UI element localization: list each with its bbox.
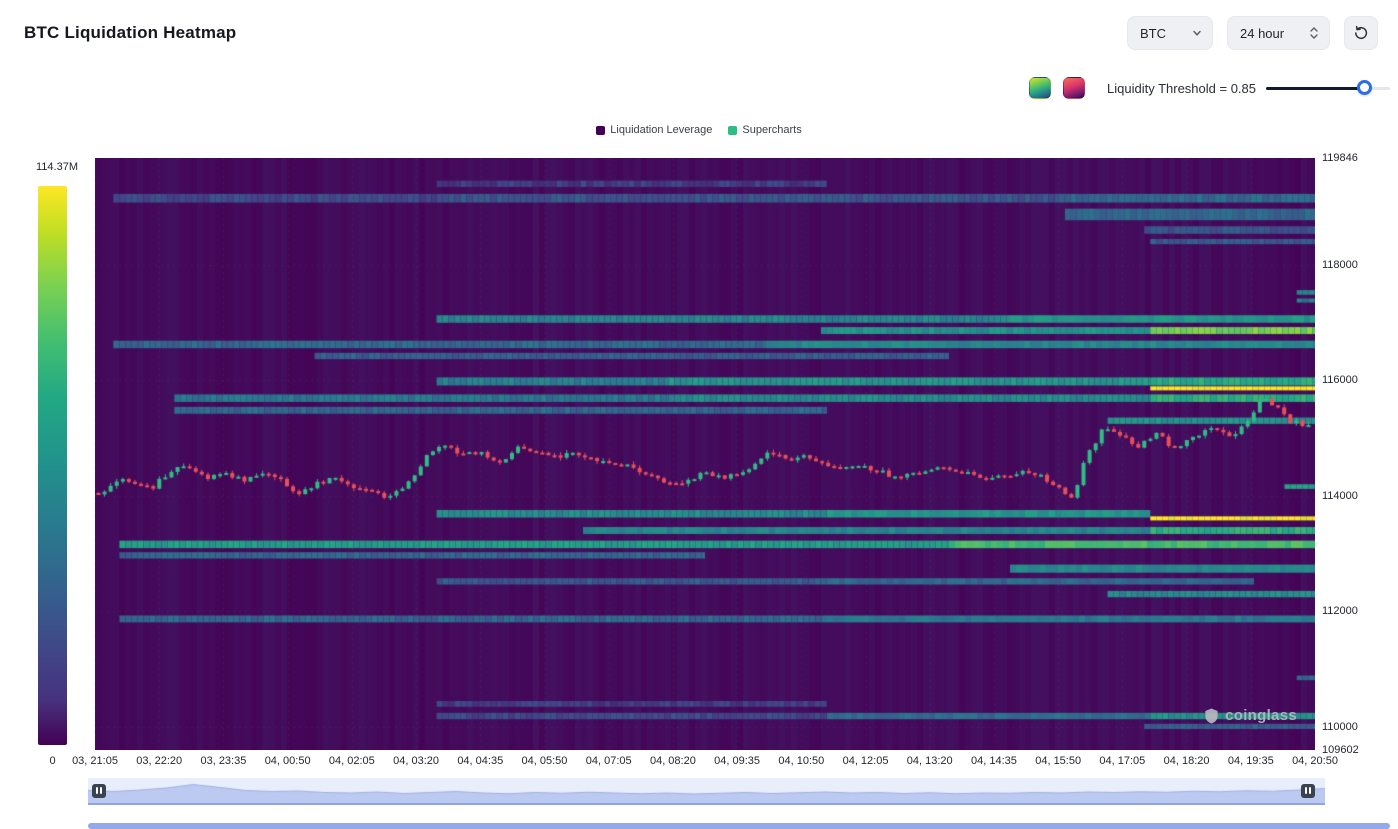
brush-handle-left[interactable] [92,783,106,798]
x-axis-label: 04, 19:35 [1227,755,1274,767]
header-controls: BTC 24 hour [1127,16,1378,50]
header: BTC Liquidation Heatmap BTC 24 hour [24,16,1378,50]
threshold-slider-thumb[interactable] [1357,80,1373,95]
legend-swatch-icon [728,125,738,135]
colorbar-min-label: 0 [49,755,56,767]
heatmap-plot: coinglass [95,158,1315,750]
legend-label: Liquidation Leverage [610,124,713,136]
heatmap-colormap-swatch-red[interactable] [1063,77,1085,99]
watermark: coinglass [1204,707,1297,724]
x-axis-label: 03, 22:20 [136,755,183,767]
watermark-text: coinglass [1225,707,1297,724]
threshold-label: Liquidity Threshold = 0.85 [1107,80,1256,96]
threshold-slider[interactable] [1266,79,1390,97]
range-navigator[interactable] [88,778,1325,805]
x-axis-label: 04, 00:50 [264,755,311,767]
x-axis-label: 04, 04:35 [457,755,504,767]
y-axis-label: 116000 [1322,374,1358,387]
threshold-row: Liquidity Threshold = 0.85 [1029,77,1390,99]
range-navigator-canvas[interactable] [88,778,1325,803]
colorbar-max-label: 114.37M [36,161,78,173]
x-axis-label: 04, 12:05 [842,755,889,767]
colorbar [38,186,67,745]
x-axis-label: 04, 10:50 [778,755,825,767]
x-axis-label: 04, 05:50 [521,755,568,767]
legend-item[interactable]: Liquidation Leverage [596,124,712,136]
legend-label: Supercharts [742,124,802,136]
horizontal-scrollbar[interactable] [88,823,1390,829]
chart-area: 114.37M 0 coinglass 119846 118000 116000 11… [0,152,1398,767]
x-axis-label: 04, 07:05 [585,755,632,767]
chevron-up-down-icon [1310,27,1318,39]
legend-item[interactable]: Supercharts [728,124,802,136]
time-axis: 03, 21:05 03, 22:20 03, 23:35 04, 00:50 04, … [72,755,1338,770]
coinglass-logo-icon [1205,708,1218,723]
liquidation-heatmap-canvas[interactable] [95,158,1315,750]
threshold-slider-fill [1266,87,1366,90]
x-axis-label: 04, 13:20 [906,755,953,767]
refresh-icon [1355,25,1368,39]
x-axis-label: 03, 23:35 [200,755,247,767]
interval-select[interactable]: 24 hour [1227,16,1330,50]
chevron-down-icon [1193,30,1201,36]
y-axis-label: 114000 [1322,489,1358,502]
x-axis-label: 03, 21:05 [72,755,118,767]
price-axis: 119846 118000 116000 114000 112000 110000 1096… [1322,152,1396,756]
y-axis-label: 109602 [1322,744,1359,756]
y-axis-label: 112000 [1322,605,1358,618]
legend-swatch-icon [596,125,606,135]
x-axis-label: 04, 03:20 [393,755,439,767]
x-axis-label: 04, 09:35 [714,755,761,767]
y-axis-label: 110000 [1322,720,1358,733]
page-title: BTC Liquidation Heatmap [24,23,237,42]
x-axis-label: 04, 14:35 [971,755,1017,767]
x-axis-label: 04, 17:05 [1099,755,1146,767]
legend: Liquidation Leverage Supercharts [0,124,1398,136]
x-axis-label: 04, 20:50 [1292,755,1338,767]
brush-handle-right[interactable] [1301,783,1315,798]
y-axis-label: 118000 [1322,258,1358,271]
heatmap-colormap-swatch-green[interactable] [1029,77,1051,99]
y-axis-label: 119846 [1322,152,1358,164]
interval-select-value: 24 hour [1240,25,1285,41]
x-axis-label: 04, 15:50 [1035,755,1082,767]
symbol-select[interactable]: BTC [1127,16,1213,50]
refresh-button[interactable] [1344,16,1378,50]
x-axis-label: 04, 08:20 [649,755,696,767]
x-axis-label: 04, 18:20 [1163,755,1210,767]
symbol-select-value: BTC [1140,25,1166,41]
x-axis-label: 04, 02:05 [328,755,375,767]
